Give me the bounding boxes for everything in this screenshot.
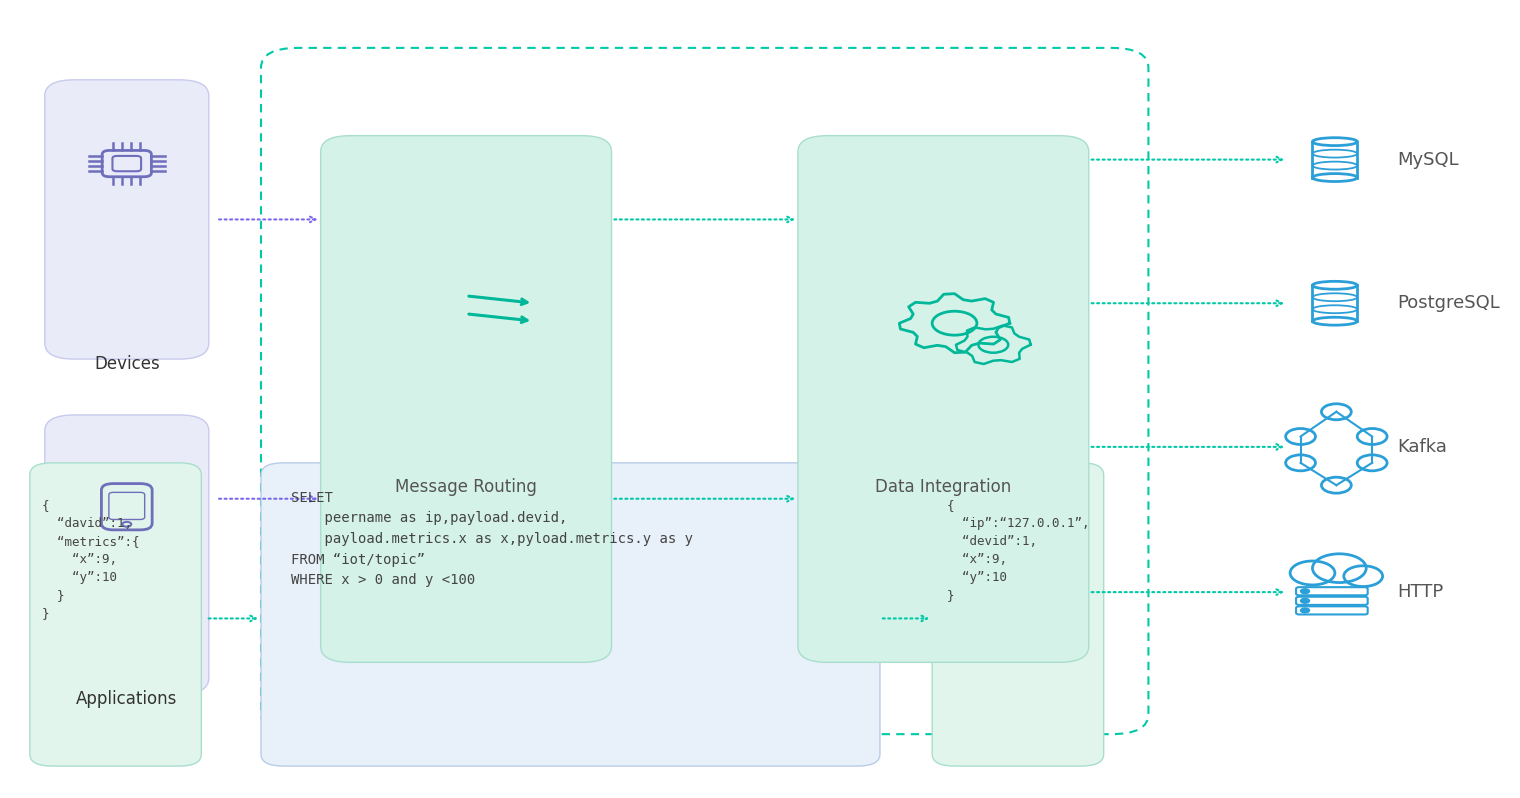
FancyBboxPatch shape (44, 415, 208, 694)
Text: {
  “ip”:“127.0.0.1”,
  “devid”:1,
  “x”:9,
  “y”:10
}: { “ip”:“127.0.0.1”, “devid”:1, “x”:9, “y… (947, 499, 1090, 602)
Text: PostgreSQL: PostgreSQL (1397, 294, 1500, 312)
Circle shape (1301, 589, 1310, 594)
Text: Message Routing: Message Routing (395, 478, 537, 496)
Text: Kafka: Kafka (1397, 438, 1447, 456)
FancyBboxPatch shape (261, 463, 880, 766)
FancyBboxPatch shape (44, 80, 208, 359)
Text: {
  “david”:1,
  “metrics”:{
    “x”:9,
    “y”:10
  }
}: { “david”:1, “metrics”:{ “x”:9, “y”:10 }… (41, 499, 140, 620)
Circle shape (1301, 608, 1310, 613)
FancyBboxPatch shape (798, 136, 1088, 662)
FancyBboxPatch shape (30, 463, 201, 766)
FancyBboxPatch shape (321, 136, 611, 662)
Text: HTTP: HTTP (1397, 583, 1444, 601)
Text: SELET
    peername as ip,payload.devid,
    payload.metrics.x as x,pyload.metric: SELET peername as ip,payload.devid, payl… (290, 491, 693, 587)
Text: Applications: Applications (76, 690, 178, 709)
Text: Data Integration: Data Integration (876, 478, 1011, 496)
Circle shape (1301, 598, 1310, 603)
Text: Devices: Devices (94, 355, 160, 373)
FancyBboxPatch shape (932, 463, 1104, 766)
Text: MySQL: MySQL (1397, 151, 1459, 168)
